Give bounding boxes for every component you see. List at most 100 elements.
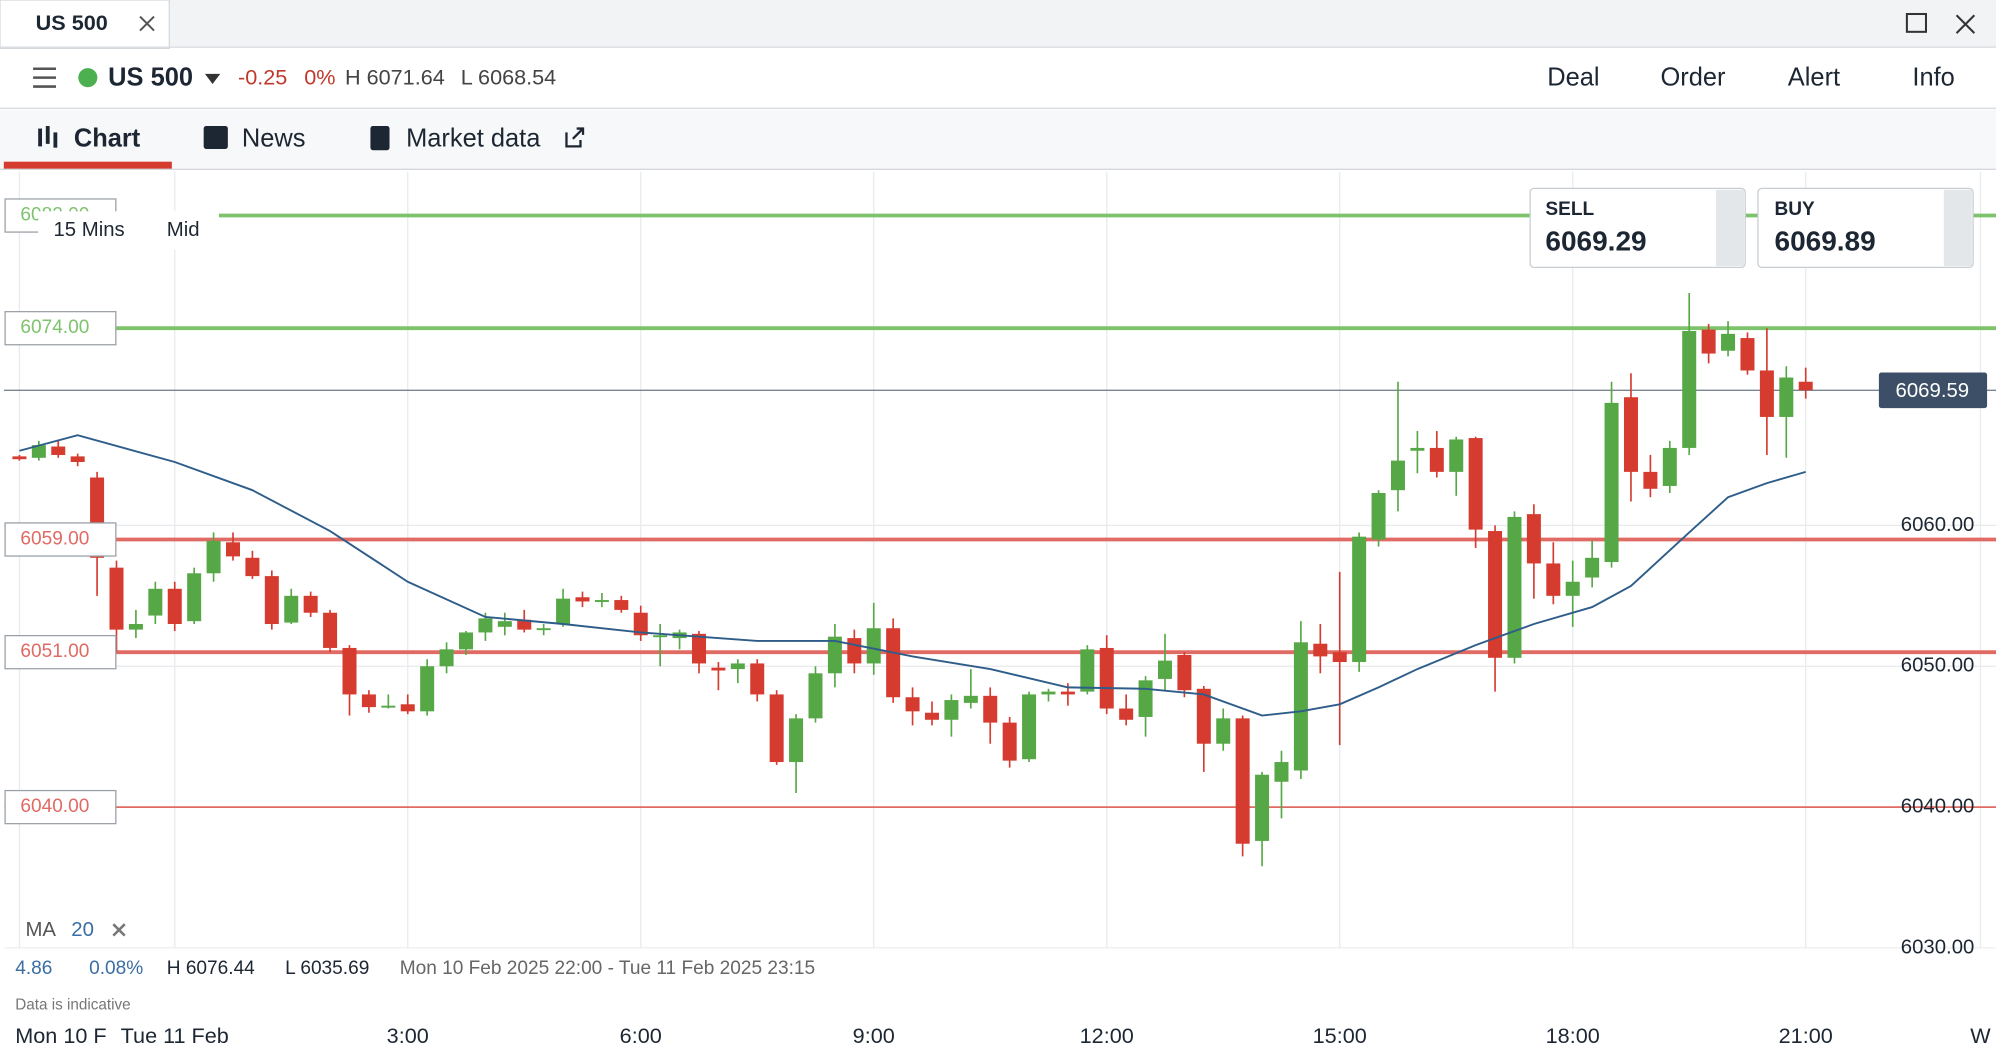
- x-tick-label: 3:00: [387, 1023, 429, 1048]
- footer-note: Data is indicative: [15, 997, 130, 1014]
- buy-price: 6069.89: [1775, 226, 1876, 257]
- footer-low: L 6035.69: [285, 958, 369, 979]
- high: H 6071.64: [345, 65, 445, 90]
- candle-body: [1701, 329, 1716, 354]
- candle-body: [1604, 402, 1619, 563]
- candle-body: [1721, 333, 1736, 351]
- sell-label: SELL: [1545, 199, 1594, 220]
- candle-body: [808, 673, 823, 719]
- level-label: 6059.00: [20, 529, 89, 550]
- action-button[interactable]: Info: [1912, 64, 1954, 92]
- candle-body: [769, 694, 784, 763]
- candle-body: [148, 588, 163, 616]
- candle-body: [924, 712, 939, 720]
- candle-body: [1157, 660, 1172, 679]
- candle-body: [1779, 377, 1794, 417]
- candle-body: [1449, 439, 1464, 472]
- candle-body: [556, 598, 571, 624]
- candle-body: [1682, 331, 1697, 448]
- candle-body: [1080, 649, 1095, 692]
- price-type[interactable]: Mid: [167, 219, 200, 241]
- candle-body: [1022, 694, 1037, 760]
- dropdown-arrow[interactable]: [204, 73, 221, 85]
- candle-body: [439, 649, 454, 667]
- candle-body: [1585, 557, 1600, 578]
- level-tag: [4, 311, 117, 346]
- candle-body: [1546, 563, 1561, 596]
- candle-body: [400, 704, 415, 712]
- overlay: 6030.00 6040.00 6050.00 6060.00 Mon 10 F Tue …: [4, 198, 1991, 1048]
- candle-body: [420, 666, 435, 712]
- candle-body: [342, 647, 357, 695]
- candle-body: [1119, 708, 1134, 720]
- candle-body: [1332, 652, 1347, 663]
- candle-body: [497, 621, 512, 627]
- candle-body: [361, 694, 376, 708]
- candle-body: [963, 695, 978, 703]
- close-button[interactable]: [1955, 14, 1976, 34]
- candle-body: [905, 697, 920, 712]
- nav-tab[interactable]: Chart: [74, 125, 141, 153]
- action-button[interactable]: Alert: [1788, 64, 1840, 92]
- candle-body: [614, 600, 629, 610]
- moving-average: [19, 434, 1806, 717]
- candle-body: [827, 636, 842, 674]
- candle-body: [1313, 643, 1328, 657]
- candle-body: [225, 542, 240, 557]
- candle-body: [264, 576, 279, 624]
- buy-button[interactable]: [1757, 187, 1974, 268]
- action-button[interactable]: Deal: [1547, 64, 1599, 92]
- candle-body: [1390, 460, 1405, 491]
- candle-body: [109, 567, 124, 630]
- x-tick-label: 18:00: [1546, 1023, 1600, 1048]
- instrument[interactable]: US 500: [108, 64, 193, 92]
- candle-body: [1216, 718, 1231, 744]
- maximize-button[interactable]: [1905, 12, 1928, 33]
- action-button[interactable]: Order: [1661, 64, 1727, 92]
- tab[interactable]: [0, 0, 170, 50]
- candle-body: [983, 695, 998, 723]
- level-tag: [4, 789, 117, 825]
- candle-body: [789, 718, 804, 763]
- nav-tab[interactable]: News: [242, 125, 306, 153]
- ma-remove[interactable]: [112, 923, 126, 937]
- candle-body: [1565, 581, 1580, 596]
- candle-body: [51, 446, 66, 455]
- candle-body: [1759, 370, 1774, 417]
- candle-body: [1177, 654, 1192, 691]
- level-tag: [4, 634, 117, 670]
- active-tab-indicator: [3, 161, 172, 170]
- candle-body: [323, 612, 338, 648]
- candle-body: [1740, 338, 1755, 371]
- candle-body: [1507, 516, 1522, 658]
- candle-body: [206, 540, 221, 574]
- menu-button[interactable]: [33, 67, 57, 88]
- external-link-icon: [565, 127, 585, 148]
- candle-body: [1429, 447, 1444, 472]
- sell-strip: [1715, 189, 1744, 267]
- tab-close[interactable]: [139, 15, 155, 32]
- candle-body: [517, 619, 532, 630]
- interval[interactable]: 15 Mins: [53, 219, 124, 241]
- buy-label: BUY: [1775, 199, 1816, 220]
- status-dot: [78, 68, 98, 88]
- candle-body: [575, 597, 590, 602]
- candle-body: [730, 663, 745, 670]
- level-label: 6040.00: [20, 796, 89, 817]
- level-label: 6051.00: [20, 641, 89, 662]
- candle-body: [1138, 680, 1153, 717]
- candle-body: [1526, 514, 1541, 564]
- candle-body: [12, 456, 27, 460]
- candle-body: [284, 595, 299, 623]
- candle-body: [1798, 381, 1813, 391]
- y-tick-label: 6030.00: [1901, 936, 1975, 958]
- sell-button[interactable]: [1529, 187, 1746, 268]
- candle-body: [1623, 397, 1638, 472]
- buy-strip: [1943, 189, 1972, 267]
- candle-body: [31, 445, 46, 458]
- nav-tab[interactable]: Market data: [406, 125, 541, 153]
- candle-body: [128, 623, 143, 630]
- nav-bar: [0, 109, 1996, 170]
- candle-body: [944, 700, 959, 720]
